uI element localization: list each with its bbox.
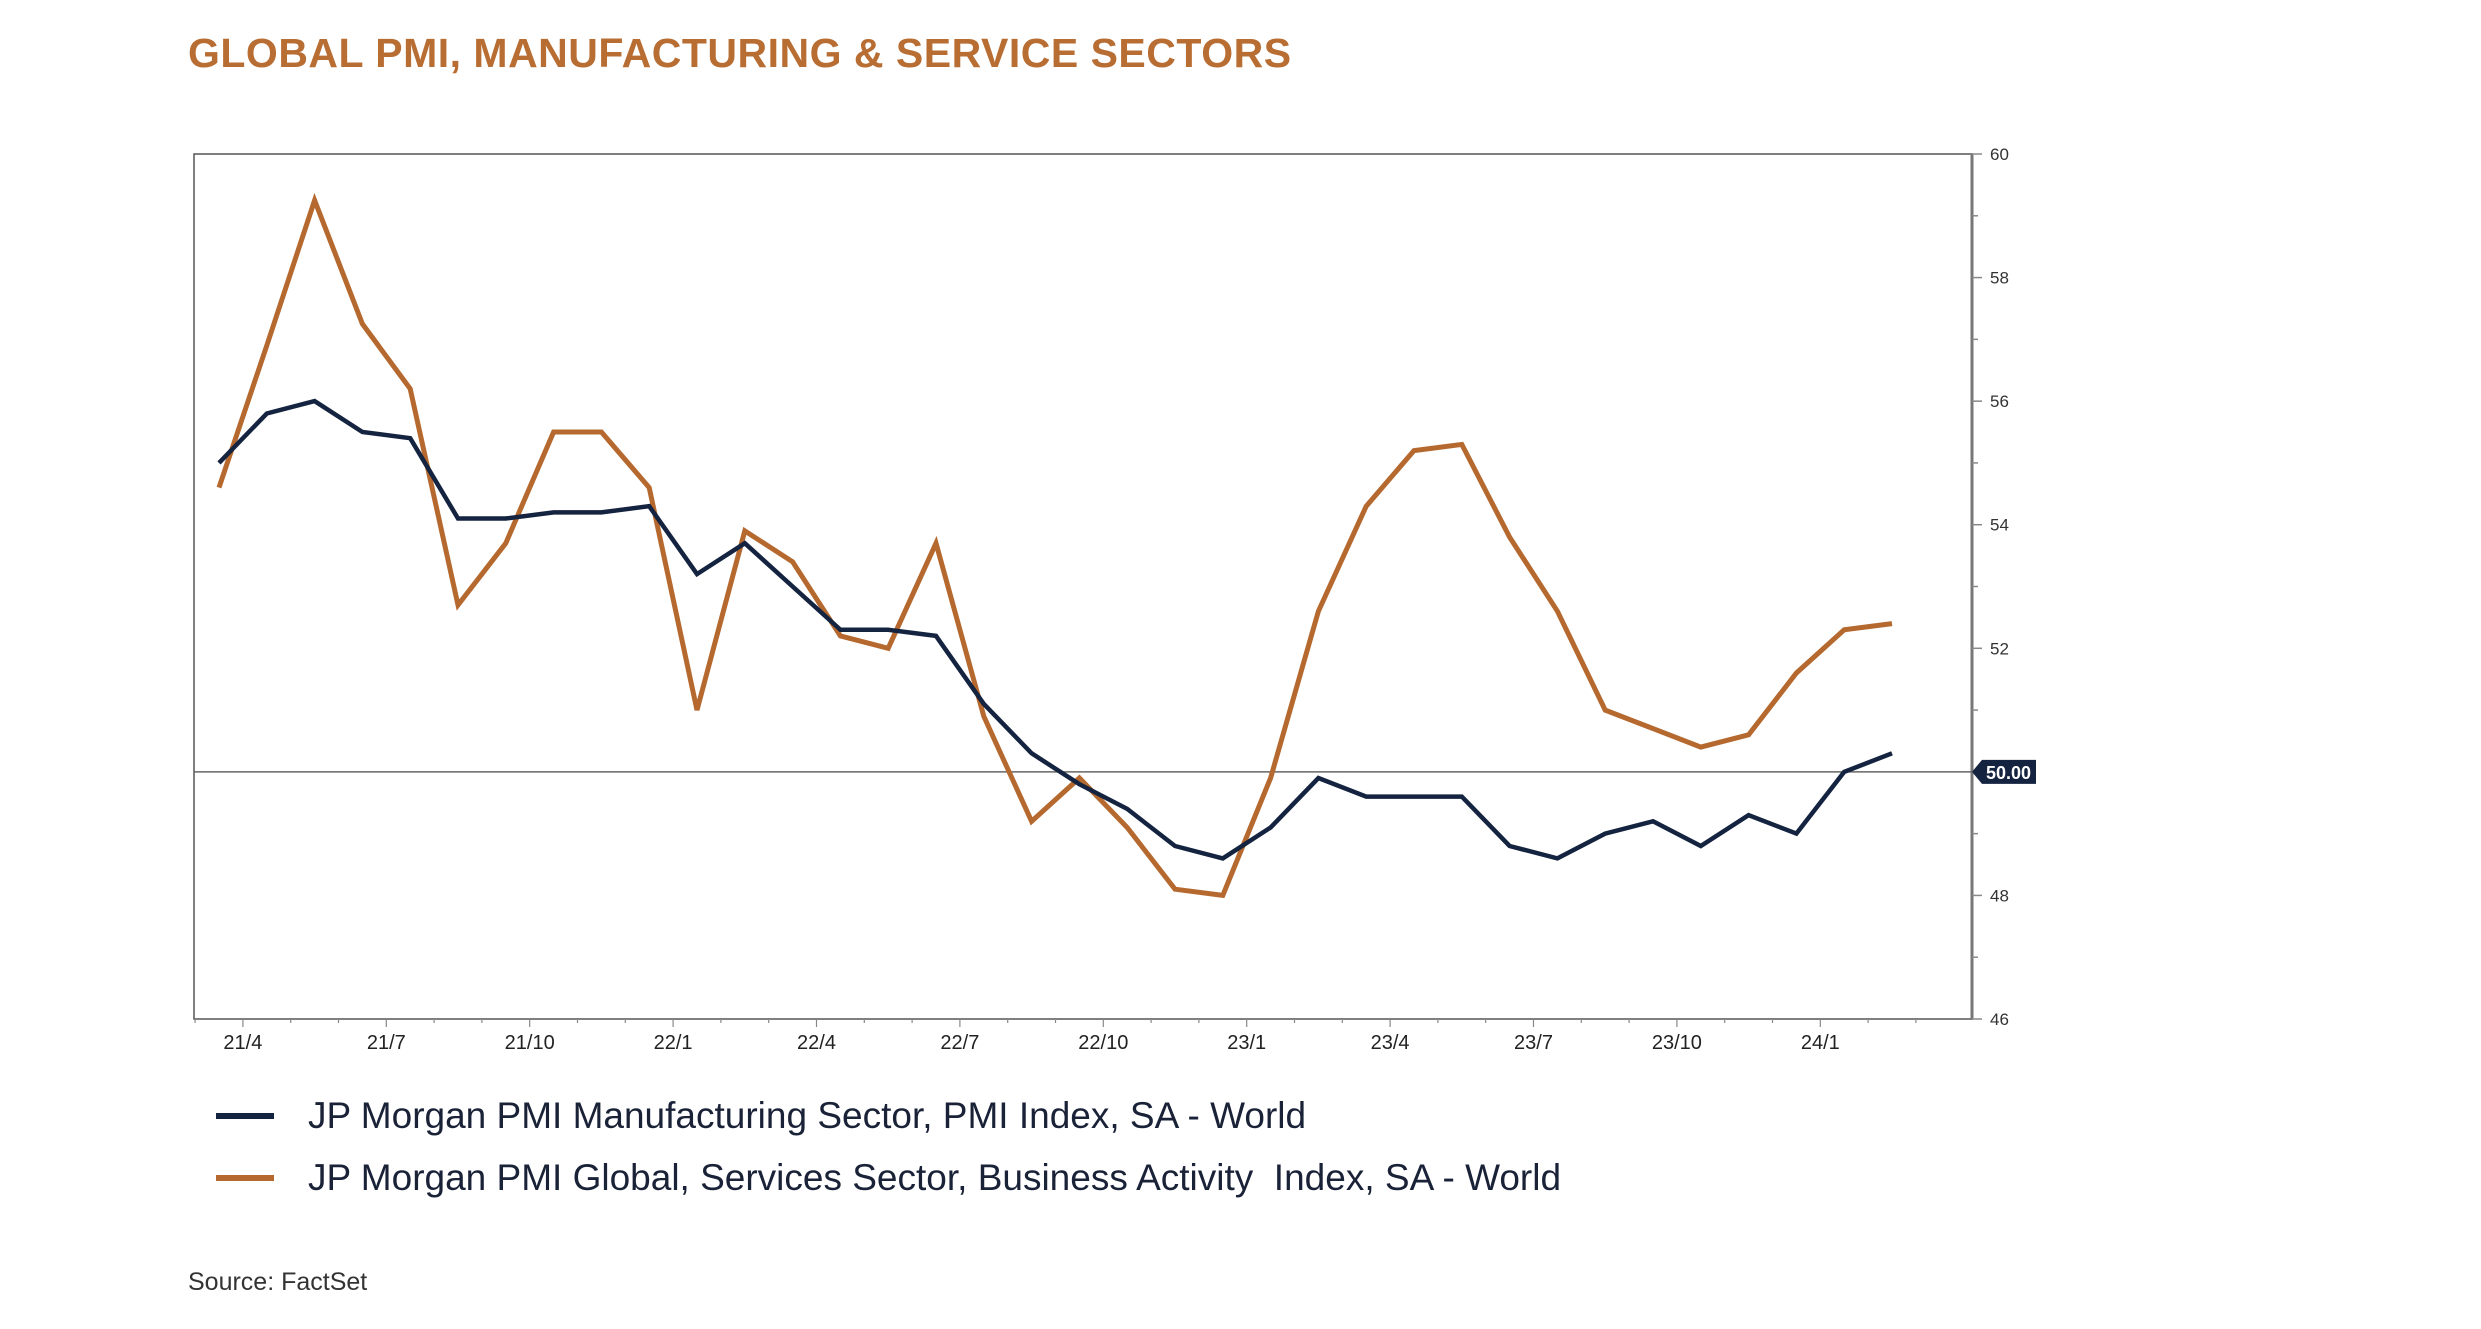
x-tick-label: 23/10 [1652,1032,1702,1054]
x-tick-label: 24/1 [1801,1032,1840,1054]
reference-label-background [1972,759,2036,784]
x-tick-label: 21/4 [223,1032,262,1054]
reference-label: 50.00 [1986,763,2031,783]
y-tick-label: 60 [1990,145,2009,164]
y-tick-label: 46 [1990,1010,2009,1029]
x-tick-label: 21/10 [505,1032,555,1054]
x-tick-label: 22/1 [654,1032,693,1054]
series-line-services [216,192,1893,899]
legend-swatch-manufacturing [216,1113,274,1119]
x-tick-label: 22/7 [940,1032,979,1054]
legend-item-manufacturing: JP Morgan PMI Manufacturing Sector, PMI … [216,1095,1306,1137]
y-tick-label: 52 [1990,639,2009,658]
x-tick-label: 22/4 [797,1032,836,1054]
legend-item-services: JP Morgan PMI Global, Services Sector, B… [216,1157,1561,1199]
legend-label-services: JP Morgan PMI Global, Services Sector, B… [308,1157,1562,1198]
series-line-manufacturing [217,398,1893,861]
x-tick-label: 23/1 [1227,1032,1266,1054]
x-tick-label: 22/10 [1078,1032,1128,1054]
x-tick-label: 21/7 [367,1032,406,1054]
y-tick-label: 56 [1990,392,2009,411]
legend-label-manufacturing: JP Morgan PMI Manufacturing Sector, PMI … [308,1095,1307,1136]
y-tick-label: 54 [1990,516,2009,535]
x-tick-label: 23/4 [1371,1032,1410,1054]
x-tick-label: 23/7 [1514,1032,1553,1054]
plot-frame [193,153,1973,1020]
chart-title: GLOBAL PMI, MANUFACTURING & SERVICE SECT… [188,30,1292,76]
y-tick-label: 58 [1990,269,2009,288]
legend-swatch-services [216,1175,274,1181]
y-tick-label: 48 [1990,886,2009,905]
source-note: Source: FactSet [188,1268,368,1296]
